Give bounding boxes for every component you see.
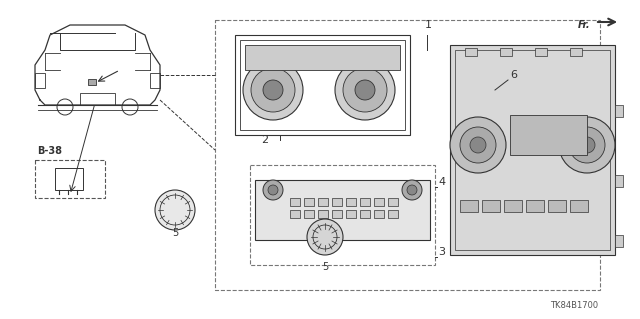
Text: 4: 4 [438, 177, 445, 187]
Circle shape [155, 190, 195, 230]
Bar [360, 198, 370, 206]
Circle shape [263, 180, 283, 200]
Bar [374, 198, 384, 206]
Text: TK84B1700: TK84B1700 [550, 301, 598, 310]
Bar [304, 210, 314, 218]
Bar [460, 200, 478, 212]
Bar [245, 45, 400, 70]
Text: 2: 2 [261, 135, 269, 145]
Bar [215, 20, 600, 290]
Bar [80, 93, 115, 105]
Bar [332, 210, 342, 218]
Circle shape [450, 117, 506, 173]
Bar [615, 105, 623, 117]
Circle shape [559, 117, 615, 173]
Text: B-38: B-38 [37, 146, 62, 156]
Bar [318, 198, 328, 206]
Bar [570, 200, 588, 212]
Circle shape [263, 80, 283, 100]
Bar [500, 48, 512, 56]
Bar [374, 210, 384, 218]
Bar [88, 79, 96, 85]
Circle shape [402, 180, 422, 200]
Circle shape [343, 68, 387, 112]
Bar [290, 198, 300, 206]
Circle shape [355, 80, 375, 100]
Circle shape [569, 127, 605, 163]
Bar [304, 198, 314, 206]
Bar [615, 175, 623, 187]
Text: 1: 1 [425, 20, 432, 30]
Bar [332, 198, 342, 206]
Bar [250, 165, 435, 265]
Circle shape [407, 185, 417, 195]
Bar [455, 50, 610, 250]
Text: Fr.: Fr. [577, 20, 590, 30]
Bar [35, 160, 105, 198]
Circle shape [335, 60, 395, 120]
Text: 5: 5 [322, 262, 328, 272]
Bar [548, 200, 566, 212]
Bar [510, 115, 587, 155]
Bar [318, 210, 328, 218]
Circle shape [307, 219, 343, 255]
Bar [465, 48, 477, 56]
Circle shape [268, 185, 278, 195]
Bar [535, 48, 547, 56]
Circle shape [243, 60, 303, 120]
Text: 5: 5 [172, 228, 178, 238]
Bar [150, 73, 160, 88]
Bar [388, 198, 398, 206]
Bar [615, 235, 623, 247]
Bar [235, 35, 410, 135]
Bar [504, 200, 522, 212]
Circle shape [579, 137, 595, 153]
Bar [360, 210, 370, 218]
Bar [290, 210, 300, 218]
Bar [255, 180, 430, 240]
Bar [450, 45, 615, 255]
Bar [570, 48, 582, 56]
Bar [55, 168, 83, 190]
Bar [526, 200, 544, 212]
Bar [388, 210, 398, 218]
Text: 6: 6 [510, 70, 517, 80]
Circle shape [470, 137, 486, 153]
Circle shape [251, 68, 295, 112]
Text: 3: 3 [438, 247, 445, 257]
Bar [346, 210, 356, 218]
Bar [35, 73, 45, 88]
Bar [240, 40, 405, 130]
Bar [482, 200, 500, 212]
Bar [346, 198, 356, 206]
Circle shape [460, 127, 496, 163]
